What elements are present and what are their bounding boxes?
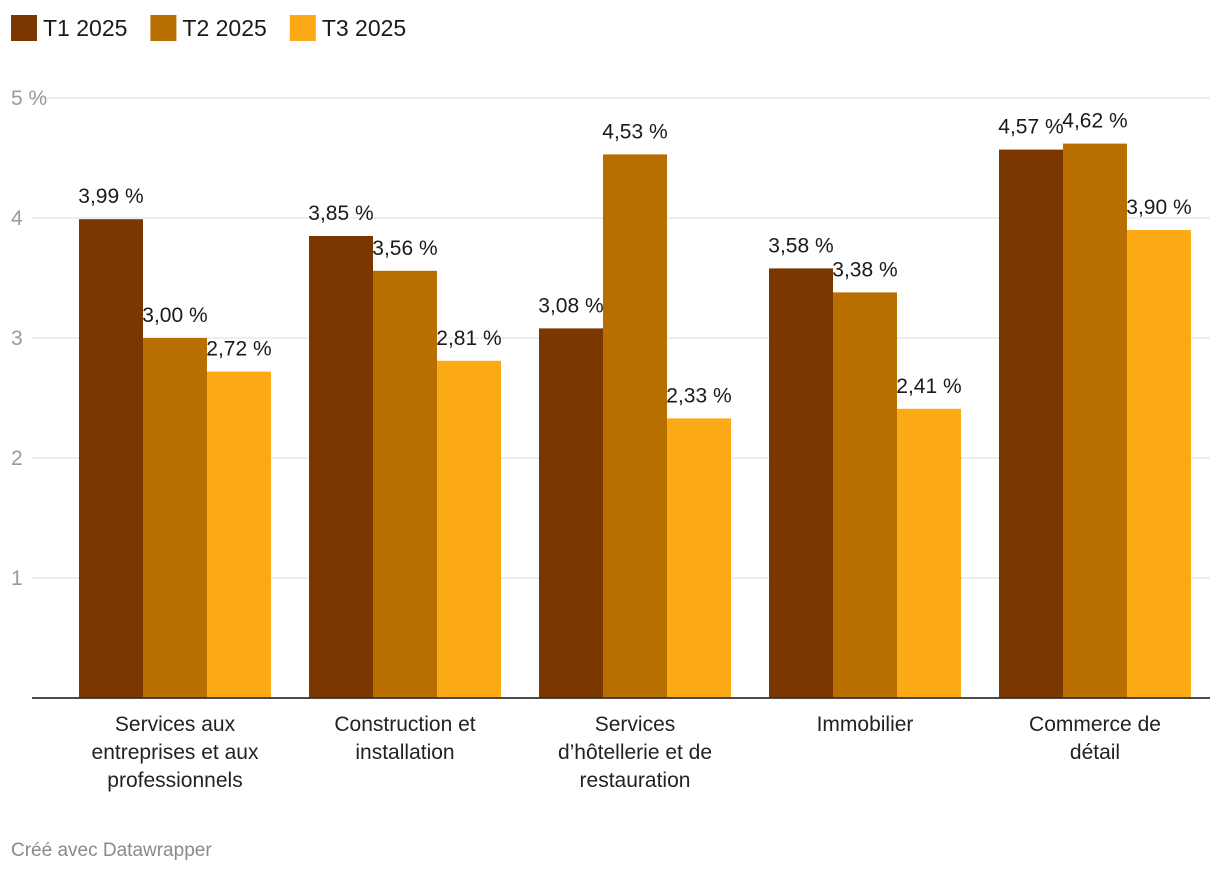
category-label-line: restauration: [580, 769, 691, 792]
legend-swatch: [289, 15, 316, 41]
bar: [1127, 230, 1191, 698]
bar: [897, 408, 961, 698]
bar: [603, 154, 667, 698]
bar: [539, 328, 603, 698]
category-label: Commerce de détail: [1029, 713, 1161, 764]
bar: [769, 268, 833, 698]
bar: [373, 270, 437, 698]
bar: [207, 371, 271, 698]
y-tick-label: 3: [11, 327, 23, 350]
data-label: 2,81 %: [436, 327, 501, 350]
data-label: 2,41 %: [896, 375, 961, 398]
category-label-line: détail: [1070, 741, 1120, 764]
datawrapper-credit: Créé avec Datawrapper: [11, 840, 212, 861]
data-label: 3,85 %: [308, 202, 373, 225]
data-label: 4,53 %: [602, 120, 667, 143]
legend-label: T2 2025: [182, 15, 266, 41]
data-label: 3,38 %: [832, 258, 897, 281]
y-tick-label: 2: [11, 447, 23, 470]
legend-swatch: [150, 15, 177, 41]
category-label-line: Services aux: [115, 713, 236, 736]
bar: [667, 418, 731, 698]
legend-swatch: [11, 15, 37, 41]
bar: [309, 236, 373, 698]
category-label: Services aux entreprises et aux profession…: [92, 713, 259, 792]
bar: [437, 360, 501, 698]
y-tick-label: 5 %: [11, 87, 47, 110]
data-label: 3,08 %: [538, 294, 603, 317]
category-label: Immobilier: [817, 713, 914, 736]
category-label: Construction et installation: [334, 713, 475, 764]
category-label-line: Immobilier: [817, 713, 914, 736]
category-label-line: d’hôtellerie et de: [558, 741, 712, 764]
category-label-line: professionnels: [107, 769, 242, 792]
category-label-line: Services: [595, 713, 676, 736]
category-label-line: installation: [355, 741, 454, 764]
bar: [999, 149, 1063, 699]
data-label: 3,58 %: [768, 234, 833, 257]
data-label: 3,99 %: [78, 185, 143, 208]
data-label: 3,00 %: [142, 304, 207, 327]
bar: [143, 338, 207, 698]
data-label: 2,33 %: [666, 384, 731, 407]
legend-label: T1 2025: [43, 15, 127, 41]
data-label: 3,56 %: [372, 237, 437, 260]
data-label: 2,72 %: [206, 338, 271, 361]
category-label-line: Construction et: [334, 713, 475, 736]
y-tick-label: 1: [11, 567, 23, 590]
bar: [1063, 143, 1127, 699]
legend-label: T3 2025: [322, 15, 406, 41]
category-label: Services d’hôtellerie et de restauration: [558, 713, 712, 792]
data-label: 3,90 %: [1126, 196, 1191, 219]
data-label: 4,62 %: [1062, 110, 1127, 133]
bar: [79, 219, 143, 698]
y-tick-label: 4: [11, 207, 23, 230]
bar: [833, 292, 897, 698]
data-label: 4,57 %: [998, 116, 1063, 139]
category-label-line: Commerce de: [1029, 713, 1161, 736]
category-label-line: entreprises et aux: [92, 741, 259, 764]
